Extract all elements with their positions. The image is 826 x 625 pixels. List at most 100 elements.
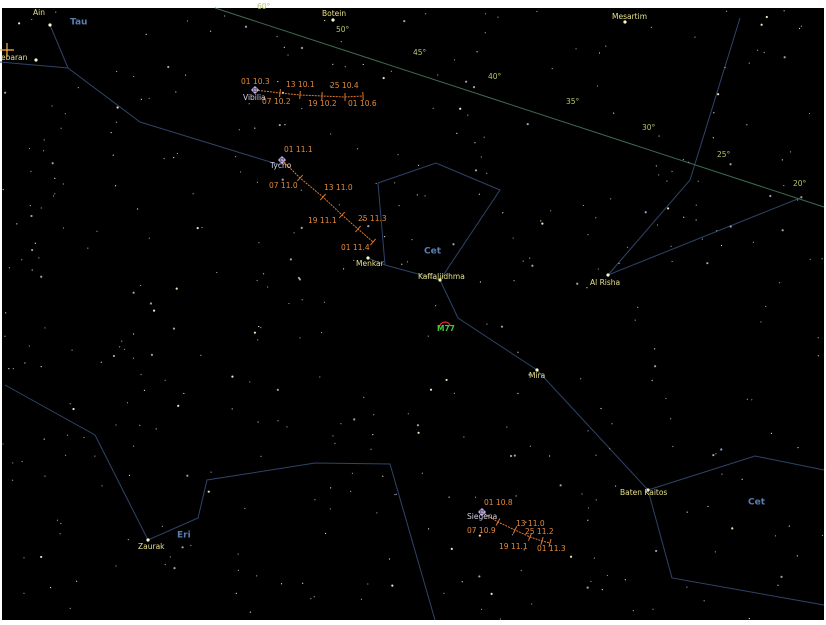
star: [548, 455, 551, 457]
star: [192, 193, 194, 195]
star: [778, 282, 781, 284]
star: [644, 211, 647, 214]
date-label: 19 11.1: [308, 216, 337, 225]
star: [51, 162, 54, 165]
star: [707, 505, 709, 508]
star: [148, 237, 150, 239]
star: [286, 426, 288, 428]
star: [517, 392, 519, 395]
star: [479, 281, 482, 283]
star: [701, 238, 703, 240]
star: [569, 555, 573, 558]
star: [231, 408, 233, 410]
bright-star: [0, 43, 14, 57]
star: [712, 137, 714, 139]
star: [463, 436, 465, 438]
star: [484, 13, 487, 15]
declination-line: [214, 7, 825, 208]
star: [11, 479, 14, 481]
star: [55, 11, 57, 13]
star: [376, 512, 378, 514]
star: [500, 325, 504, 328]
star: [280, 583, 283, 585]
date-tick: [279, 88, 281, 98]
star: [323, 301, 326, 303]
star: [340, 423, 342, 425]
star: [586, 287, 588, 289]
star: [809, 258, 811, 260]
star: [522, 260, 524, 262]
star: [101, 485, 103, 487]
star: [278, 123, 281, 127]
star: [757, 49, 759, 51]
star-label: Menkar: [356, 259, 385, 268]
star: [186, 20, 189, 22]
star: [288, 302, 290, 305]
date-tick: [296, 174, 304, 182]
star: [112, 154, 114, 156]
star: [132, 357, 135, 359]
star: [148, 97, 150, 99]
star: [670, 245, 672, 247]
star: [184, 74, 187, 76]
star: [62, 227, 65, 229]
star: [238, 129, 240, 131]
star: [375, 182, 377, 185]
star: [517, 351, 519, 353]
star: [44, 475, 46, 477]
star: [31, 18, 33, 21]
asteroid-name: Siegena: [467, 512, 497, 521]
star: [406, 261, 409, 263]
date-label: 25 10.4: [330, 81, 359, 90]
star: [581, 493, 583, 495]
star: [115, 70, 118, 73]
star: [595, 217, 597, 219]
star: [461, 581, 463, 583]
star: [5, 312, 7, 314]
star: [536, 10, 538, 13]
named-star: [366, 256, 370, 260]
star: [401, 263, 403, 265]
star: [314, 499, 316, 501]
star: [763, 51, 765, 54]
star: [4, 335, 6, 337]
star: [821, 534, 824, 537]
star: [760, 23, 763, 26]
star: [720, 448, 723, 451]
star: [254, 127, 256, 129]
star: [267, 286, 269, 288]
star: [263, 273, 265, 275]
star: [597, 268, 599, 270]
star: [605, 45, 607, 47]
star: [769, 194, 772, 198]
star: [256, 575, 258, 577]
star: [746, 398, 748, 400]
star: [300, 189, 302, 191]
star: [474, 496, 477, 498]
star: [72, 407, 75, 411]
star: [780, 575, 783, 578]
star: [118, 346, 121, 348]
star: [40, 366, 42, 368]
star: [324, 19, 326, 22]
star: [83, 436, 85, 439]
star: [656, 224, 659, 226]
star: [302, 582, 304, 584]
star: [484, 32, 486, 34]
star: [313, 596, 315, 598]
star: [31, 269, 33, 271]
star: [353, 259, 355, 261]
star: [724, 66, 726, 69]
star: [62, 183, 64, 185]
star: [499, 618, 502, 620]
star: [175, 91, 177, 93]
star: [382, 76, 385, 80]
star: [289, 258, 292, 261]
star: [28, 345, 30, 347]
star: [590, 580, 592, 583]
star: [606, 574, 608, 577]
star: [613, 112, 615, 114]
star: [666, 180, 668, 182]
star: [513, 454, 516, 457]
star: [624, 579, 626, 581]
